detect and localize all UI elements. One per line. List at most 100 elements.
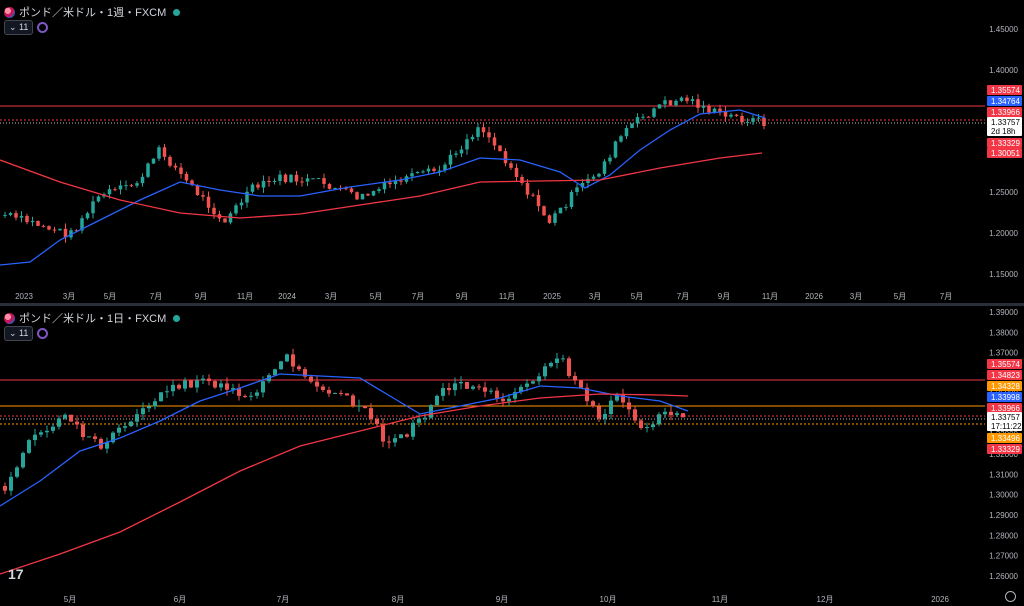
x-axis-tick-label: 2025: [543, 292, 561, 301]
pane-divider[interactable]: [0, 303, 1024, 306]
candle: [561, 358, 565, 360]
candle: [45, 430, 49, 433]
candle: [756, 117, 761, 119]
candle: [712, 108, 717, 113]
candle: [668, 100, 673, 106]
candle: [272, 180, 277, 183]
candle: [231, 388, 235, 390]
candle: [492, 137, 497, 146]
daily-visibility-icon[interactable]: [37, 328, 49, 339]
y-axis-tick-label: 1.45000: [989, 25, 1018, 34]
candle: [663, 411, 667, 415]
daily-legend[interactable]: ポンド／米ドル・1日・FXCM: [4, 310, 181, 326]
candle: [447, 387, 451, 391]
weekly-indicator-count: 11: [19, 22, 29, 32]
candle: [646, 116, 651, 118]
candle: [388, 182, 392, 185]
weekly-chart-canvas[interactable]: 1.450001.400001.350001.300001.250001.200…: [0, 0, 1024, 303]
x-axis-tick-label: 3月: [850, 292, 862, 301]
y-axis-tick-label: 1.40000: [989, 66, 1018, 75]
price-label-bg: [987, 412, 1022, 422]
candle: [415, 171, 420, 174]
candle: [135, 183, 139, 186]
price-label: 1.33757: [991, 413, 1020, 422]
candle: [639, 420, 643, 428]
candle: [111, 432, 115, 443]
candle: [162, 147, 167, 157]
weekly-legend[interactable]: ポンド／米ドル・1週・FXCM: [4, 4, 181, 20]
daily-indicators-toggle[interactable]: ⌄ 11: [4, 326, 34, 341]
candle: [591, 401, 595, 407]
candle: [621, 394, 625, 403]
candle: [250, 184, 255, 192]
candle: [93, 436, 97, 439]
candle: [256, 184, 260, 188]
candle: [619, 136, 623, 142]
x-axis-tick-label: 3月: [63, 292, 75, 301]
candle: [573, 375, 577, 381]
candle: [151, 158, 156, 164]
candle: [47, 226, 51, 230]
candle: [369, 408, 373, 420]
candle: [443, 164, 447, 171]
candle: [278, 174, 282, 181]
gbp-usd-symbol-icon: [4, 6, 15, 18]
candle: [316, 178, 321, 180]
daily-chart-canvas[interactable]: 1.390001.380001.370001.360001.350001.340…: [0, 306, 1024, 606]
candle: [663, 100, 667, 105]
weekly-chart-pane[interactable]: 1.450001.400001.350001.300001.250001.200…: [0, 0, 1024, 303]
y-axis-tick-label: 1.29000: [989, 511, 1018, 520]
x-axis-tick-label: 7月: [677, 292, 689, 301]
candle: [421, 171, 425, 173]
x-axis-tick-label: 11月: [712, 595, 728, 604]
candle: [608, 157, 612, 162]
candle: [399, 180, 403, 182]
y-axis-tick-label: 1.15000: [989, 270, 1018, 279]
candle: [503, 151, 508, 164]
candle: [291, 354, 295, 367]
candle: [580, 182, 585, 188]
candle: [489, 390, 493, 392]
candle: [63, 414, 67, 419]
y-axis-tick-label: 1.32000: [989, 450, 1018, 459]
price-label-bg: [987, 444, 1022, 454]
weekly-indicators-toggle[interactable]: ⌄ 11: [4, 20, 34, 35]
candle: [525, 383, 529, 387]
tradingview-logo[interactable]: 17: [8, 566, 24, 582]
candle: [333, 392, 337, 394]
candle: [27, 440, 31, 453]
candle: [303, 369, 307, 377]
daily-indicator-toolbar: ⌄ 11: [4, 326, 49, 341]
daily-chart-pane[interactable]: 1.390001.380001.370001.360001.350001.340…: [0, 306, 1024, 606]
candle: [228, 213, 233, 223]
candle: [243, 395, 247, 397]
market-open-status-icon: [173, 8, 181, 16]
candle: [300, 181, 304, 183]
candle: [213, 381, 217, 388]
candle: [117, 427, 121, 433]
price-label-bg: [987, 117, 1022, 127]
candle: [113, 189, 117, 191]
candle: [201, 378, 205, 381]
candle: [549, 362, 553, 367]
price-label-bg: [987, 433, 1022, 443]
candle: [315, 381, 319, 387]
candle: [297, 366, 301, 370]
candle: [371, 191, 376, 196]
candle: [575, 187, 579, 193]
weekly-visibility-icon[interactable]: [37, 22, 49, 33]
candle: [87, 436, 91, 438]
candle: [597, 173, 601, 177]
candle: [454, 153, 458, 155]
settings-icon[interactable]: [1005, 591, 1016, 602]
candle: [245, 191, 249, 203]
slow-ma-line: [0, 152, 763, 219]
candle: [740, 115, 744, 123]
candle: [261, 381, 265, 393]
x-axis-tick-label: 9月: [718, 292, 730, 301]
candle: [501, 398, 505, 402]
candle: [423, 417, 427, 419]
price-label: 1.30051: [991, 149, 1020, 158]
candle: [547, 215, 552, 223]
candle: [679, 97, 684, 101]
